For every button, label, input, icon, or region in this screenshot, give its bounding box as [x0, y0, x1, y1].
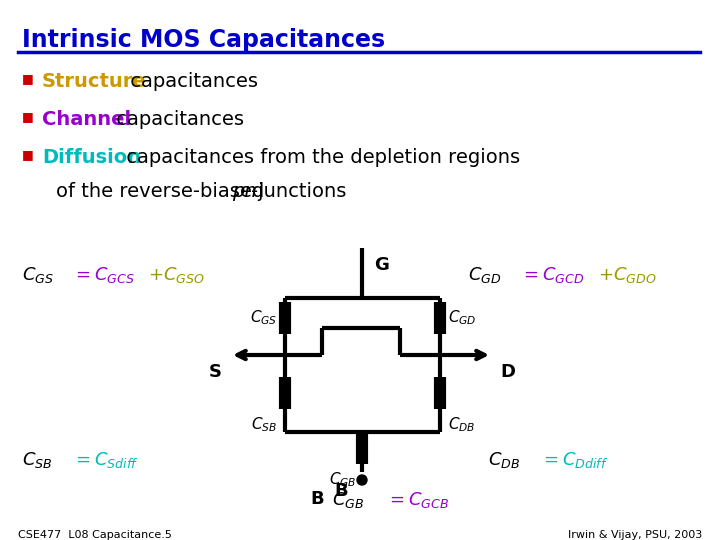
Text: $= C_{Sdiff}$: $= C_{Sdiff}$	[72, 450, 139, 470]
Text: ■: ■	[22, 148, 34, 161]
Text: $C_{GS}$: $C_{GS}$	[250, 309, 277, 327]
Text: Irwin & Vijay, PSU, 2003: Irwin & Vijay, PSU, 2003	[568, 530, 702, 540]
Text: B: B	[334, 482, 348, 500]
Circle shape	[357, 475, 367, 485]
Text: ■: ■	[22, 72, 34, 85]
Text: $= C_{GCS}$: $= C_{GCS}$	[72, 265, 135, 285]
Text: S: S	[209, 363, 222, 381]
Text: $C_{SB}$: $C_{SB}$	[251, 415, 277, 434]
Text: capacitances from the depletion regions: capacitances from the depletion regions	[120, 148, 520, 167]
Text: Intrinsic MOS Capacitances: Intrinsic MOS Capacitances	[22, 28, 385, 52]
Text: Diffusion: Diffusion	[42, 148, 141, 167]
Text: $= C_{GCB}$: $= C_{GCB}$	[386, 490, 449, 510]
Text: $+ C_{GSO}$: $+ C_{GSO}$	[148, 265, 205, 285]
Text: $C_{DB}$: $C_{DB}$	[488, 450, 520, 470]
Text: CSE477  L08 Capacitance.5: CSE477 L08 Capacitance.5	[18, 530, 172, 540]
Text: ■: ■	[22, 110, 34, 123]
Text: capacitances: capacitances	[110, 110, 244, 129]
Text: $= C_{Ddiff}$: $= C_{Ddiff}$	[540, 450, 608, 470]
Text: $C_{GS}$: $C_{GS}$	[22, 265, 54, 285]
Text: -junctions: -junctions	[251, 182, 346, 201]
Text: Structure: Structure	[42, 72, 147, 91]
Text: D: D	[500, 363, 515, 381]
Text: G: G	[374, 256, 389, 274]
Text: pn: pn	[232, 182, 257, 201]
Text: $C_{GB}$: $C_{GB}$	[330, 470, 357, 489]
Text: $+ C_{GDO}$: $+ C_{GDO}$	[598, 265, 657, 285]
Text: $C_{GB}$: $C_{GB}$	[332, 490, 364, 510]
Text: capacitances: capacitances	[124, 72, 258, 91]
Text: $C_{SB}$: $C_{SB}$	[22, 450, 53, 470]
Text: Channel: Channel	[42, 110, 131, 129]
Text: B: B	[310, 490, 323, 508]
Text: $= C_{GCD}$: $= C_{GCD}$	[520, 265, 585, 285]
Text: $C_{GD}$: $C_{GD}$	[448, 309, 477, 327]
Text: $C_{GD}$: $C_{GD}$	[468, 265, 501, 285]
Text: $C_{DB}$: $C_{DB}$	[448, 415, 475, 434]
Text: of the reverse-biased: of the reverse-biased	[56, 182, 271, 201]
